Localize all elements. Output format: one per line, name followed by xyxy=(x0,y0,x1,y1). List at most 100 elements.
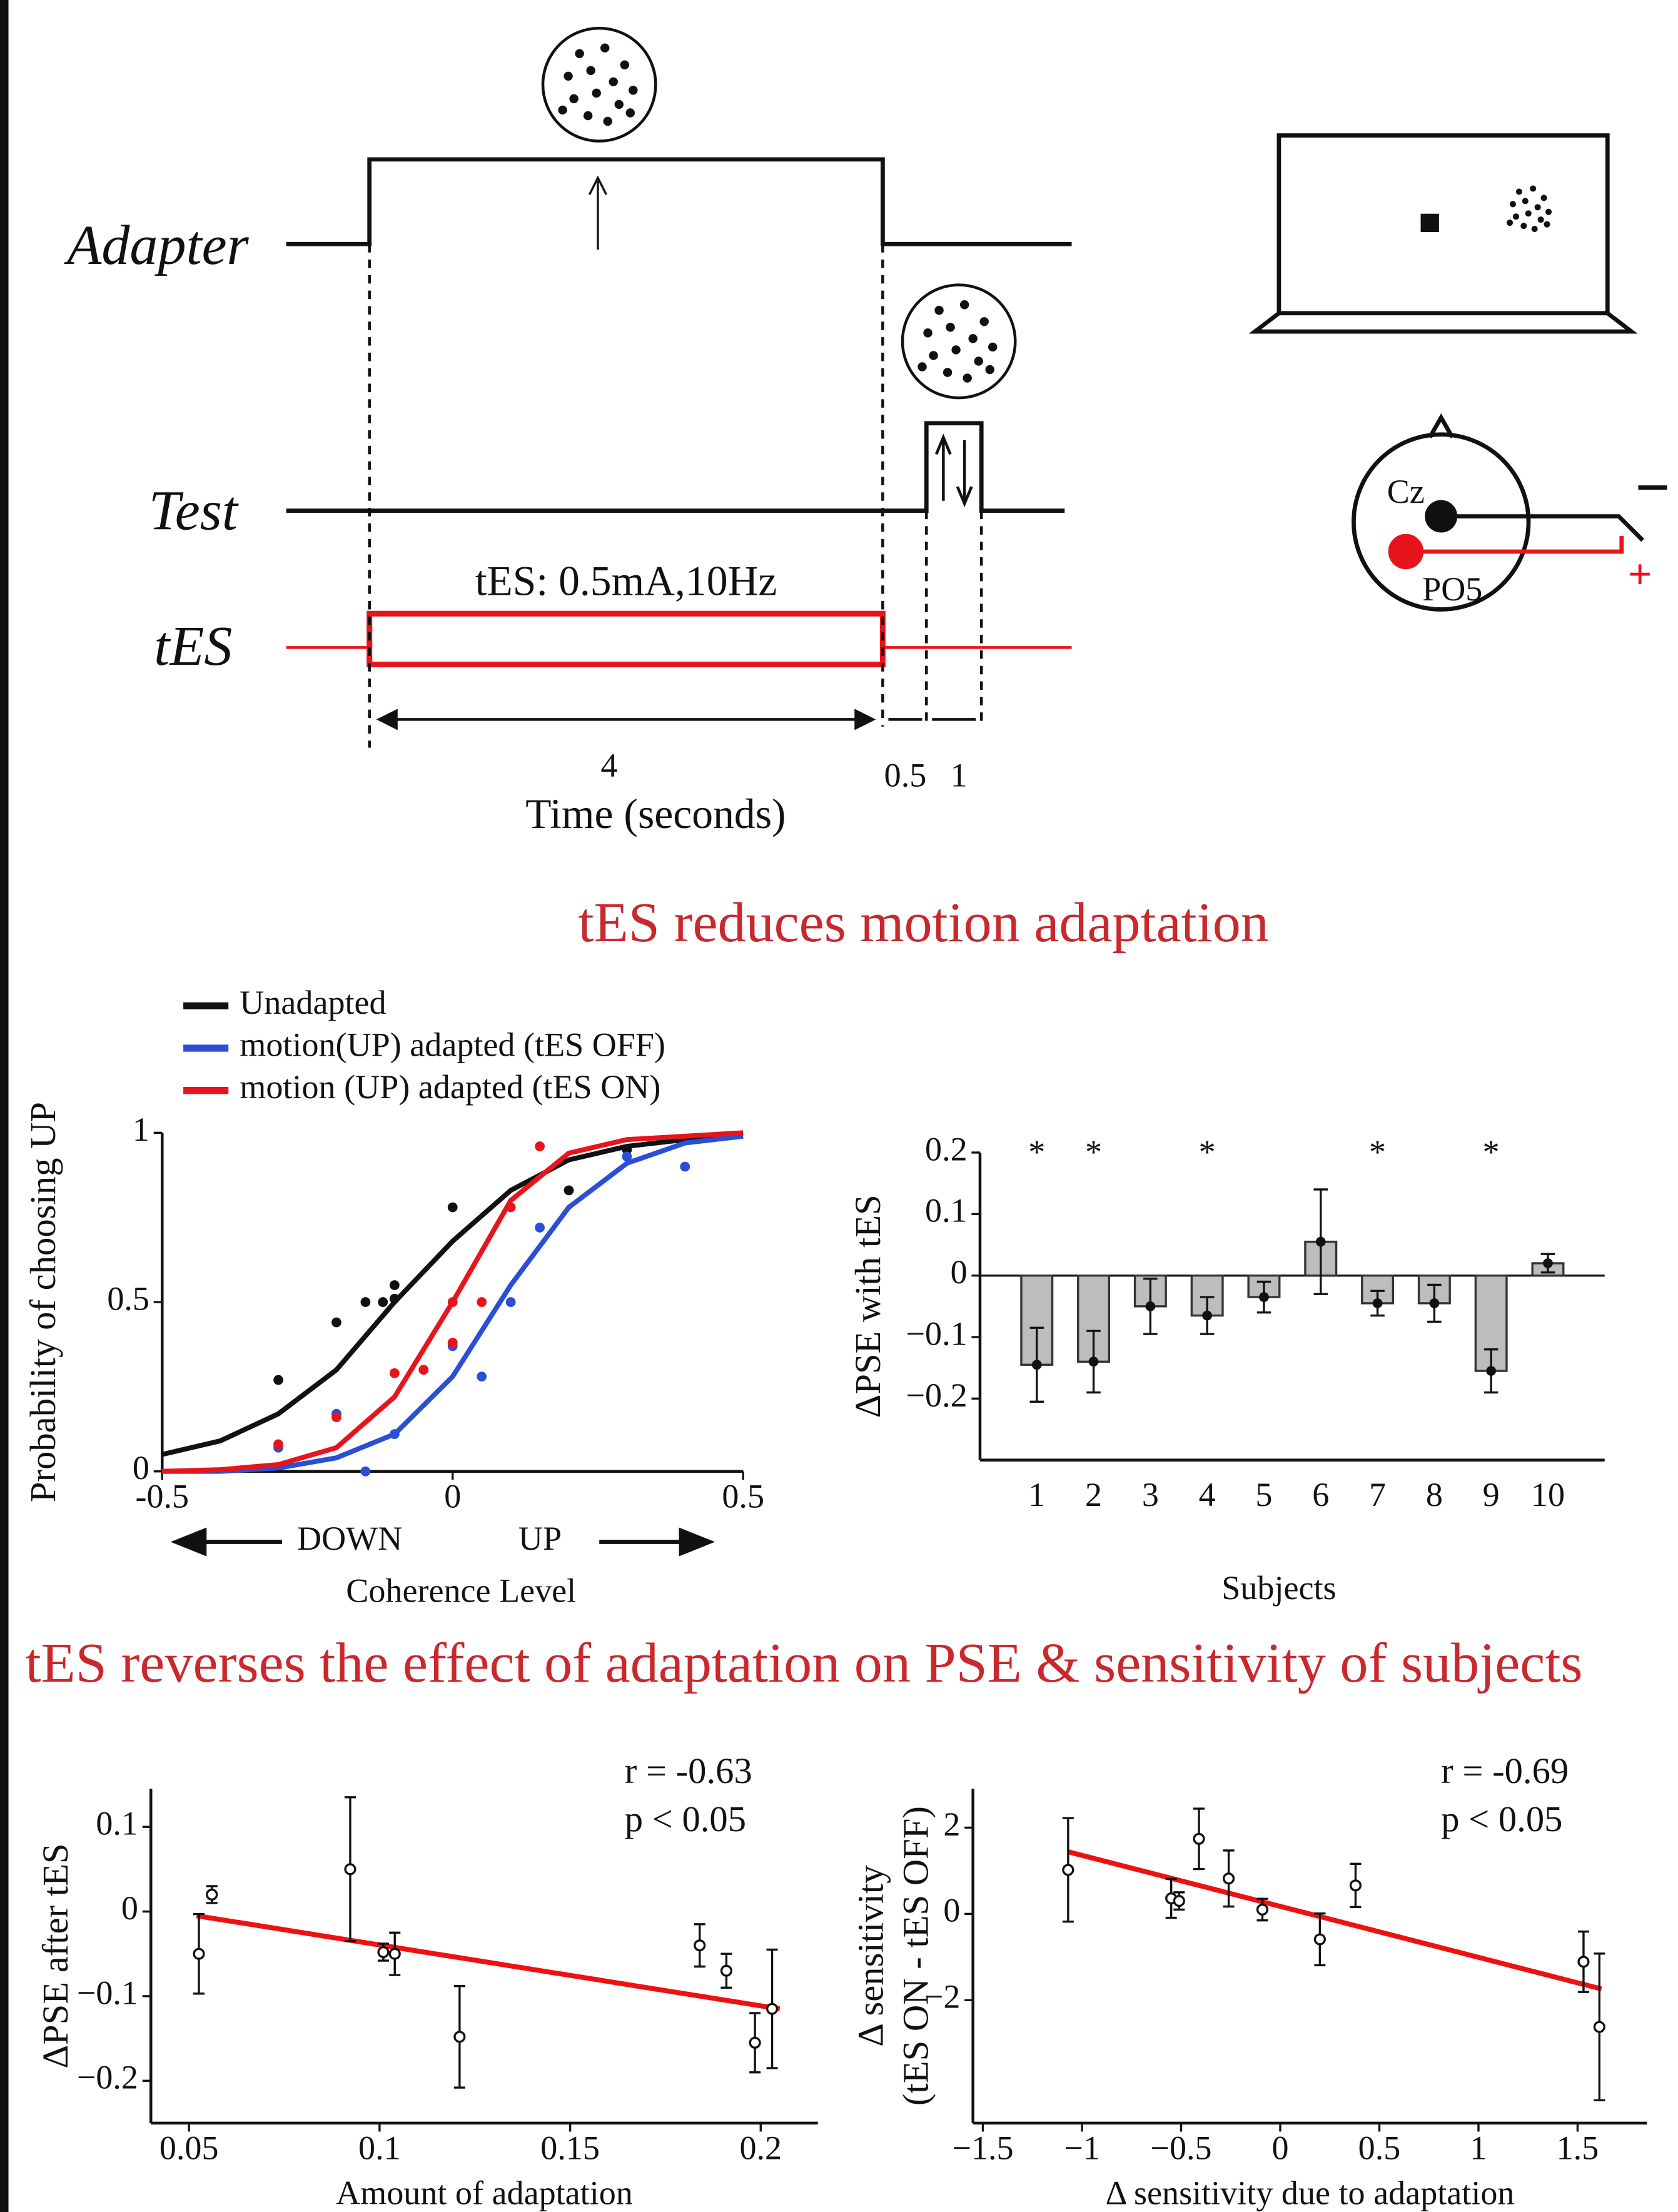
arrow-head xyxy=(376,709,876,730)
stimulus-dot xyxy=(575,49,584,58)
test-arrows xyxy=(934,433,973,508)
error-cap xyxy=(1223,1849,1235,1908)
data-point xyxy=(1349,1879,1362,1892)
x-tick-label: 0.05 xyxy=(159,2129,219,2166)
stimulus-dot xyxy=(564,71,573,81)
significance-label: * xyxy=(1369,1133,1386,1171)
y-tick-label: −0.2 xyxy=(77,2059,138,2096)
nose xyxy=(1428,413,1455,438)
data-point xyxy=(694,1939,706,1952)
error-cap xyxy=(1200,1296,1215,1335)
stimulus-dot xyxy=(603,116,612,126)
data-point xyxy=(389,1429,400,1440)
fit-line xyxy=(1067,1849,1602,1992)
stimulus-dot xyxy=(1537,216,1544,223)
data-point xyxy=(360,1466,371,1477)
y-axis-label: Δ sensitivity xyxy=(850,1865,891,2047)
x-tick-label: −1 xyxy=(1064,2129,1100,2166)
data-point xyxy=(331,1317,341,1328)
data-point xyxy=(477,1371,487,1382)
stimulus-dot xyxy=(1544,221,1550,228)
y-tick-label: 0.5 xyxy=(107,1280,149,1317)
stimulus-dot xyxy=(1534,204,1541,211)
data-point xyxy=(378,1297,388,1307)
tes-block xyxy=(366,610,886,667)
cz-electrode xyxy=(1425,500,1458,533)
y-tick-label: 0 xyxy=(951,1253,968,1291)
error-cap xyxy=(749,2012,761,2074)
x-tick-label: 0.1 xyxy=(358,2129,401,2166)
stimulus-dot xyxy=(592,88,601,98)
mean-point xyxy=(1372,1298,1383,1308)
x-tick-label: 0.5 xyxy=(722,1477,764,1515)
stimulus-dot xyxy=(569,94,579,104)
y-tick-label: −0.1 xyxy=(77,1974,138,2011)
x-tick-label: 1 xyxy=(1470,2129,1487,2166)
data-point xyxy=(505,1202,516,1213)
error-cap xyxy=(1370,1290,1385,1317)
direction-label: DOWN xyxy=(297,1520,402,1557)
stimulus-dot xyxy=(600,43,610,53)
x-tick-label: 0 xyxy=(1271,2129,1288,2166)
arrow xyxy=(599,1527,715,1557)
x-tick-label: -0.5 xyxy=(135,1477,189,1515)
data-point xyxy=(535,1223,545,1233)
mean-point xyxy=(1202,1310,1213,1321)
stimulus-dot xyxy=(1512,213,1519,220)
error-cap xyxy=(1086,1330,1101,1394)
error-cap xyxy=(1165,1877,1177,1919)
x-tick-label: 8 xyxy=(1426,1476,1443,1513)
data-point xyxy=(1223,1872,1235,1885)
fit-curve xyxy=(162,1133,744,1474)
data-point xyxy=(360,1297,371,1307)
y-axis-label: ΔPSE with tES xyxy=(847,1194,888,1418)
data-point xyxy=(1256,1903,1269,1916)
stimulus-dot xyxy=(1515,188,1522,195)
stimulus-dot xyxy=(1530,185,1537,192)
data-point xyxy=(447,1338,458,1348)
stimulus-dot xyxy=(943,368,953,377)
error-cap xyxy=(1193,1807,1205,1871)
x-tick-label: 1.5 xyxy=(1557,2129,1599,2166)
y-tick-label: −0.2 xyxy=(906,1376,968,1414)
x-axis-label: Subjects xyxy=(1221,1569,1336,1607)
legend-label: motion (UP) adapted (tES ON) xyxy=(240,1068,660,1106)
mean-point xyxy=(1145,1301,1156,1311)
stimulus-dot xyxy=(979,317,989,326)
y-tick-label: 0.2 xyxy=(925,1130,968,1168)
mean-point xyxy=(1088,1356,1099,1367)
fit-curve xyxy=(161,1133,744,1457)
stimulus-dot xyxy=(558,105,567,115)
mean-point xyxy=(1031,1360,1042,1370)
x-tick-label: 5 xyxy=(1255,1476,1272,1513)
error-cap xyxy=(1427,1283,1442,1323)
stimulus-dot xyxy=(968,334,978,343)
mean-point xyxy=(1429,1298,1440,1308)
error-cap xyxy=(720,1952,732,1989)
error-cap xyxy=(389,1931,401,1976)
arrow-head xyxy=(588,175,607,196)
error-cap xyxy=(694,1923,705,1968)
x-axis-label: Amount of adaptation xyxy=(336,2174,633,2212)
stimulus-aperture xyxy=(541,26,657,143)
fixation xyxy=(1420,213,1439,233)
polarity-minus: − xyxy=(1635,453,1670,522)
time-label: Time (seconds) xyxy=(525,790,786,837)
data-point xyxy=(447,1202,458,1213)
x-tick-label: 0.5 xyxy=(1358,2129,1401,2166)
y-tick-label: 0 xyxy=(943,1892,960,1929)
x-tick-label: −1.5 xyxy=(952,2129,1013,2166)
stimulus-dot xyxy=(923,328,933,338)
error-cap xyxy=(1062,1817,1074,1923)
error-cap xyxy=(1313,1188,1328,1295)
data-point xyxy=(766,2002,779,2015)
error-cap xyxy=(1540,1253,1555,1274)
y-tick-label: 0.1 xyxy=(96,1805,138,1842)
legend-label: Unadapted xyxy=(240,984,386,1021)
stimulus-dot xyxy=(625,108,635,118)
stimulus-dot xyxy=(974,356,983,366)
electrode-label: PO5 xyxy=(1422,570,1482,608)
po5-electrode xyxy=(1388,533,1424,570)
adapter-label: Adapter xyxy=(64,214,249,276)
y-axis-label: Probability of choosing UP xyxy=(23,1102,63,1502)
